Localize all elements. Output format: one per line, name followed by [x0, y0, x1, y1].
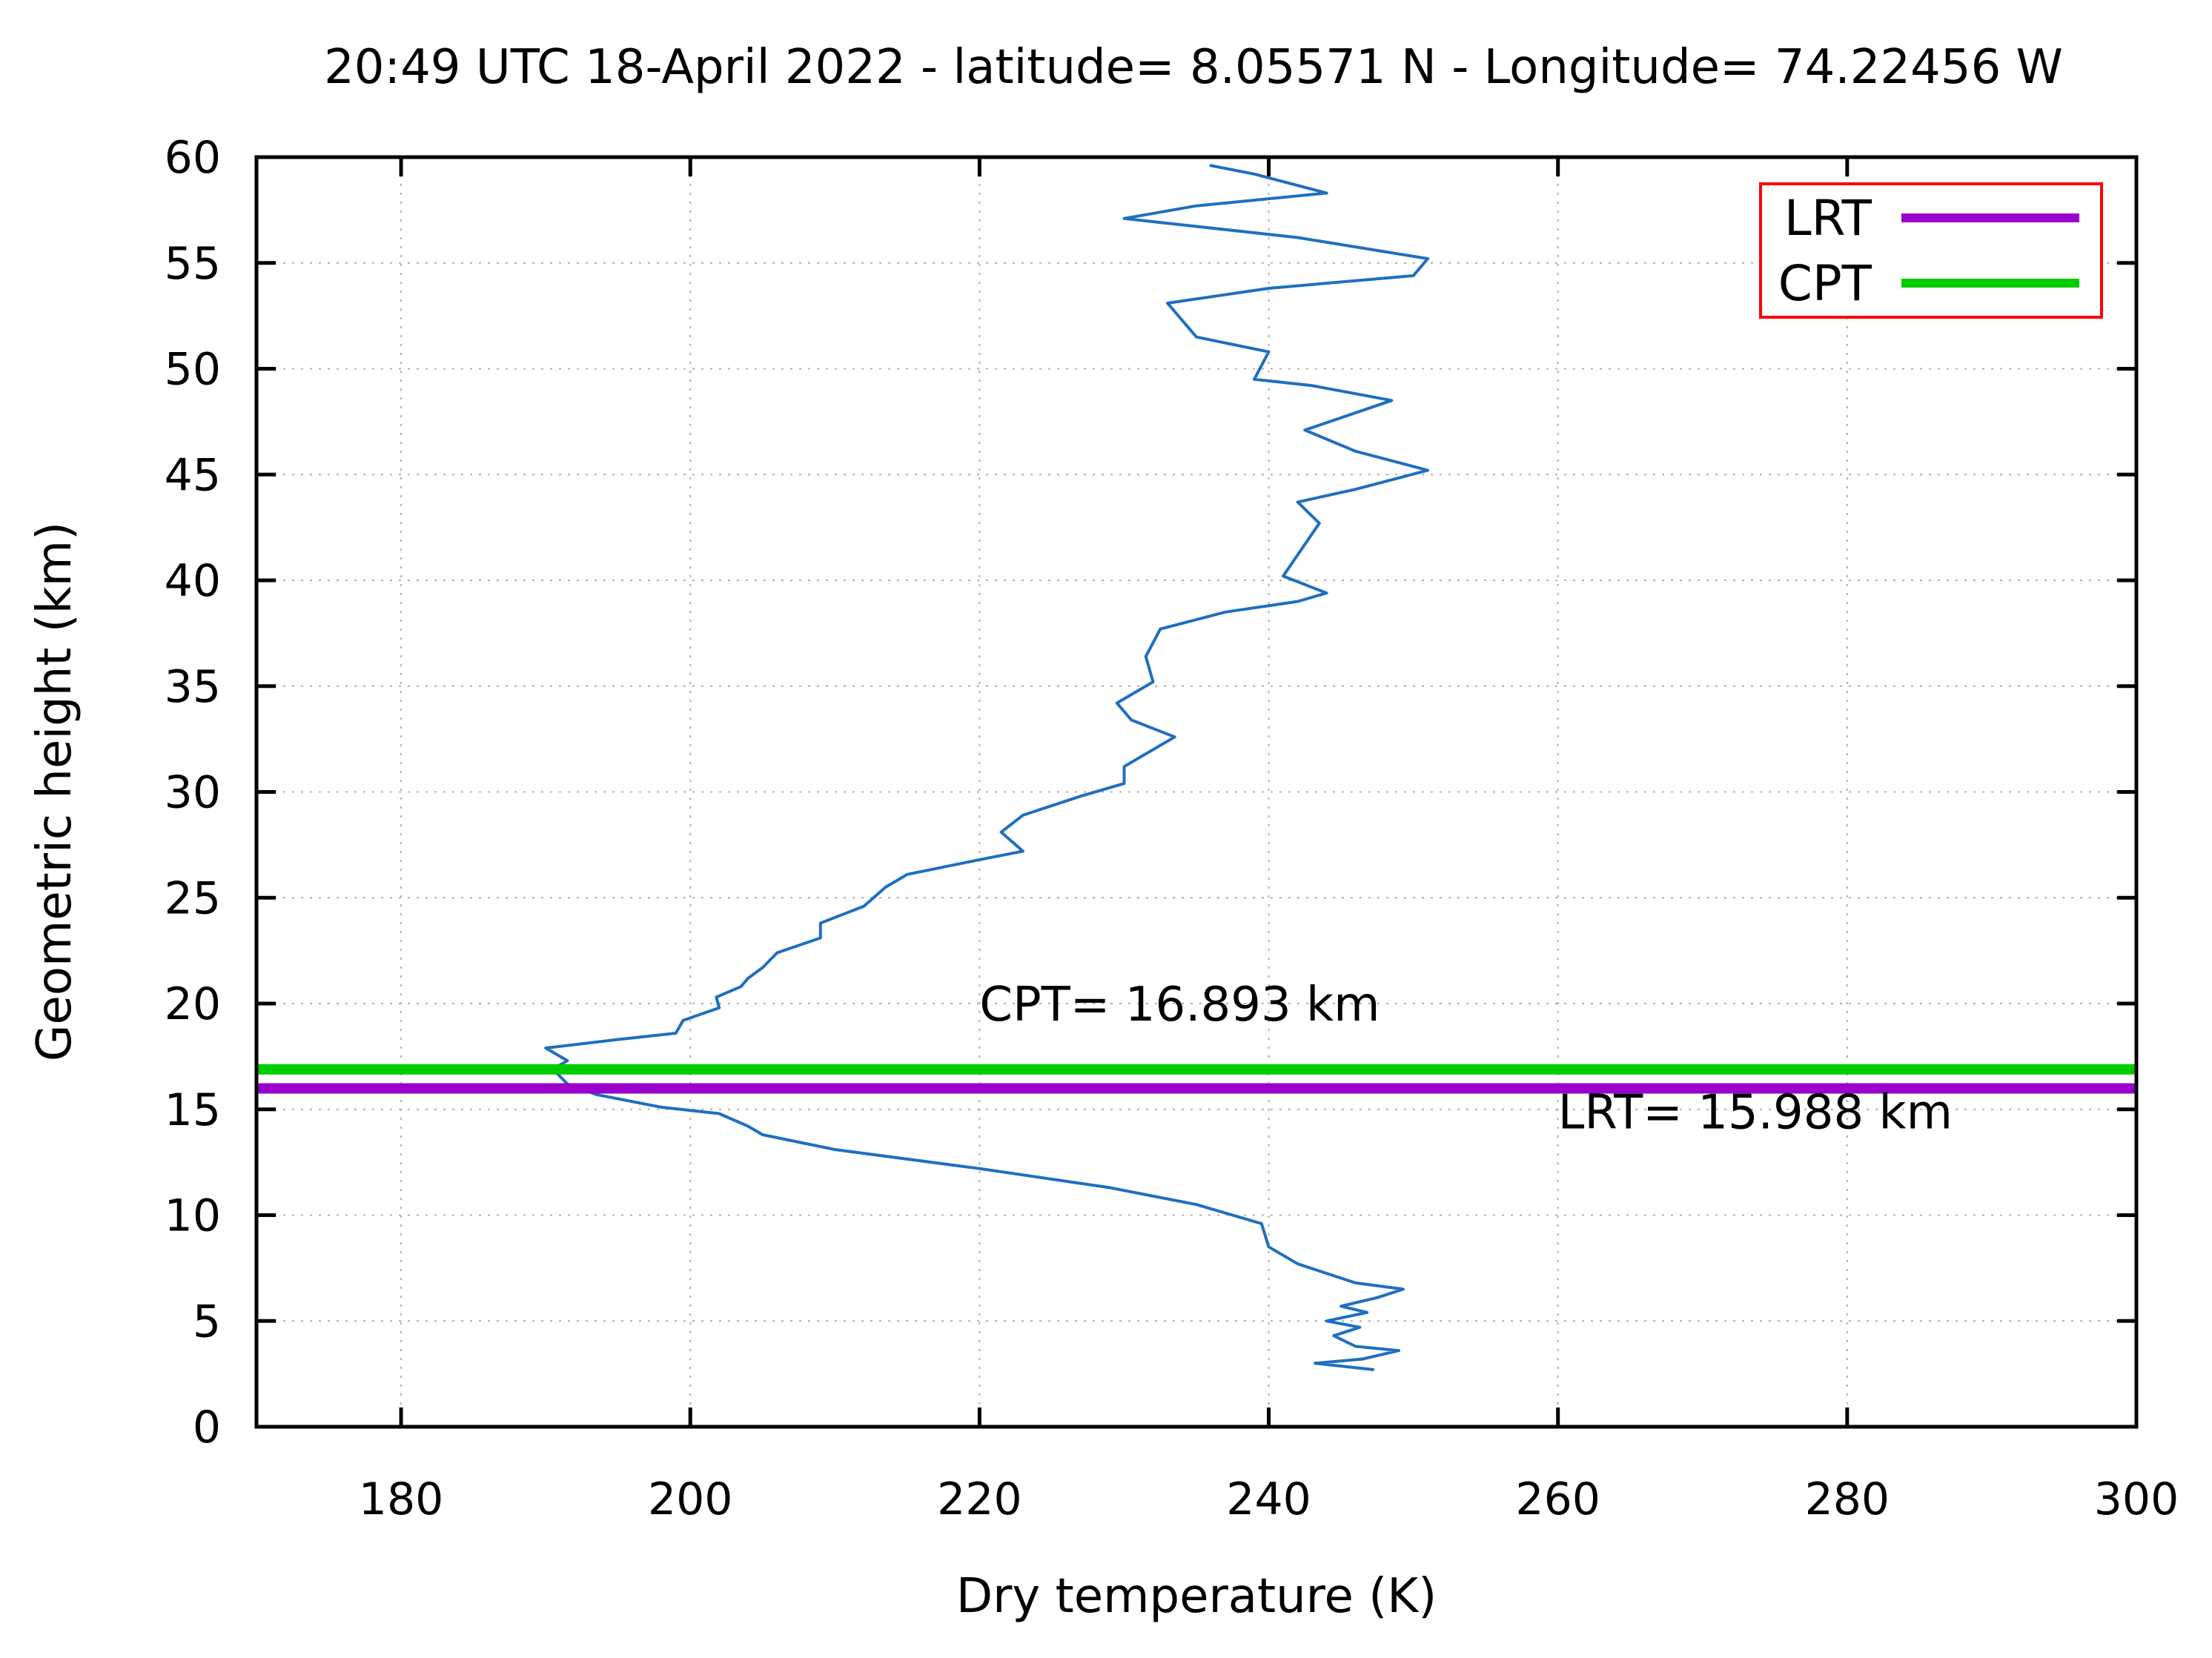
y-tick-label: 40	[165, 555, 221, 607]
x-tick-label: 240	[1226, 1473, 1311, 1525]
legend-label-cpt: CPT	[1778, 255, 1872, 312]
legend-label-lrt: LRT	[1784, 190, 1872, 247]
x-axis-label: Dry temperature (K)	[956, 1569, 1437, 1624]
y-axis-label: Geometric height (km)	[27, 522, 82, 1061]
x-axis-ticks: 180 200 220 240 260 280 300	[359, 157, 2179, 1525]
annotations: CPT= 16.893 km LRT= 15.988 km	[979, 978, 1953, 1141]
y-tick-label: 45	[165, 449, 221, 501]
plot-frame	[254, 155, 2139, 1429]
y-tick-label: 55	[165, 238, 221, 290]
y-tick-label: 0	[193, 1402, 221, 1453]
chart-title: 20:49 UTC 18-April 2022 - latitude= 8.05…	[324, 40, 2063, 95]
cpt-annotation: CPT= 16.893 km	[979, 978, 1380, 1032]
series	[544, 164, 1430, 1371]
y-tick-label: 50	[165, 344, 221, 396]
x-tick-label: 300	[2094, 1473, 2179, 1525]
legend-box	[1759, 182, 2103, 319]
y-tick-label: 10	[165, 1190, 221, 1242]
legend: LRT CPT	[1759, 182, 2103, 319]
temperature-profile-line	[544, 164, 1430, 1371]
y-tick-label: 25	[165, 872, 221, 924]
x-tick-label: 220	[937, 1473, 1022, 1525]
x-tick-label: 180	[359, 1473, 444, 1525]
threshold-lines	[256, 1064, 2136, 1094]
y-tick-label: 15	[165, 1084, 221, 1136]
x-tick-label: 260	[1515, 1473, 1600, 1525]
y-tick-label: 35	[165, 661, 221, 713]
x-tick-label: 280	[1805, 1473, 1890, 1525]
y-tick-label: 30	[165, 767, 221, 819]
y-tick-label: 60	[165, 132, 221, 184]
y-tick-label: 5	[193, 1296, 221, 1347]
y-axis-ticks: 0 5 10 15 20 25 30 35 40 45 50 55 60	[165, 132, 2136, 1453]
y-tick-label: 20	[165, 978, 221, 1030]
lrt-annotation: LRT= 15.988 km	[1558, 1085, 1953, 1140]
x-tick-label: 200	[648, 1473, 733, 1525]
